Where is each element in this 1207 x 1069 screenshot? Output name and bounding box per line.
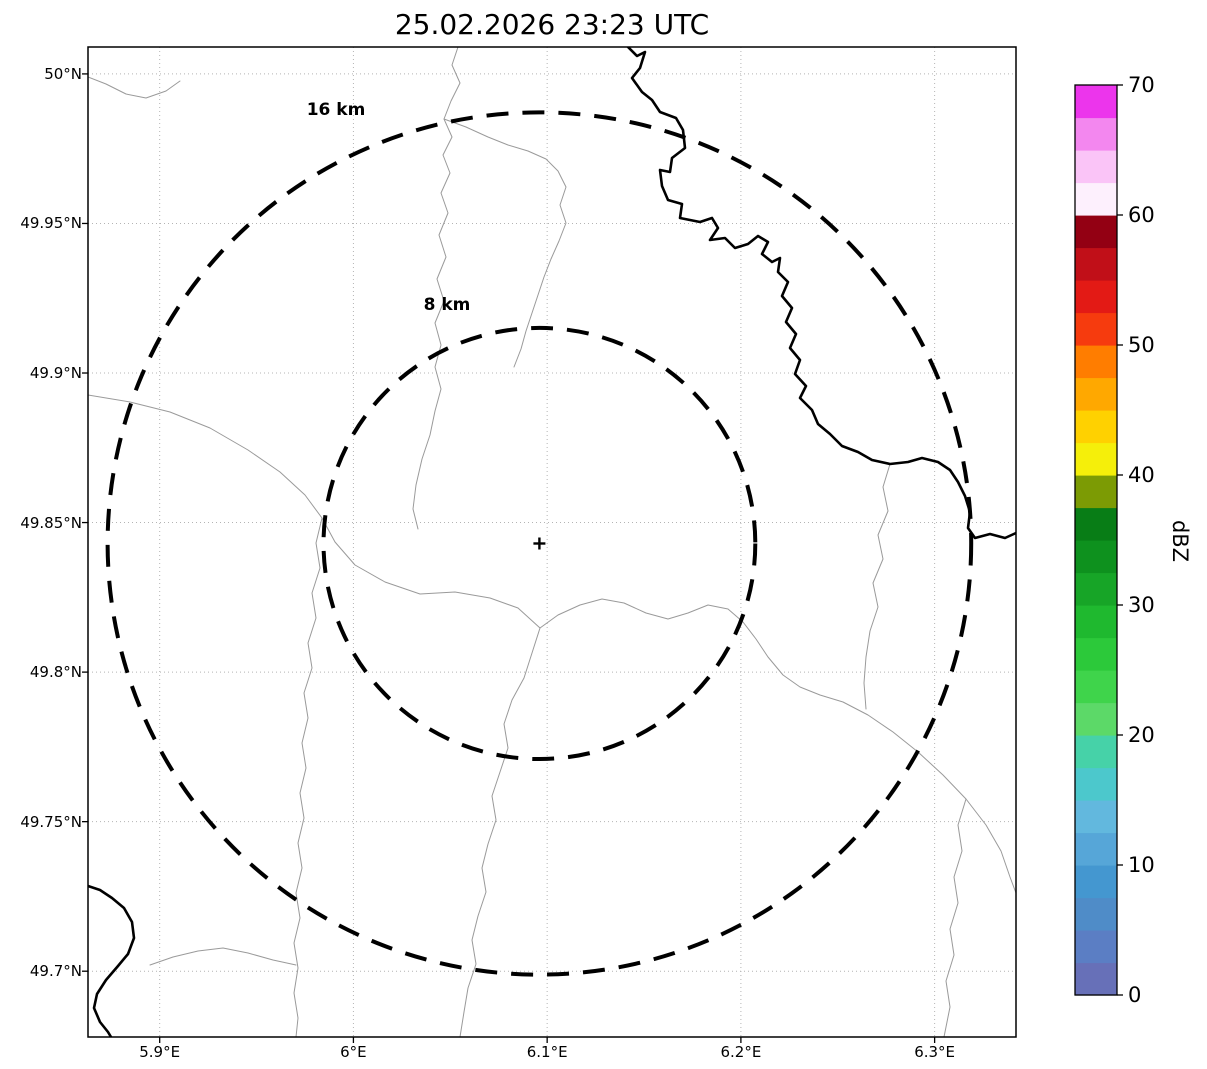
colorbar-segment bbox=[1075, 962, 1117, 996]
admin-boundary-line bbox=[459, 627, 541, 1037]
colorbar-segment bbox=[1075, 377, 1117, 411]
country-border-line bbox=[626, 47, 1016, 540]
admin-boundary-line bbox=[443, 118, 567, 368]
admin-boundary-line bbox=[88, 394, 541, 629]
colorbar bbox=[1074, 84, 1123, 996]
colorbar-segment bbox=[1075, 117, 1117, 151]
colorbar-segment bbox=[1075, 280, 1117, 314]
colorbar-segment bbox=[1075, 572, 1117, 606]
colorbar-segment bbox=[1075, 410, 1117, 444]
map-boundaries-layer bbox=[88, 47, 1016, 1037]
axis-ticks-layer bbox=[82, 73, 936, 1043]
colorbar-segment bbox=[1075, 312, 1117, 346]
admin-boundary-line bbox=[943, 798, 967, 1037]
colorbar-segment bbox=[1075, 540, 1117, 574]
admin-boundary-line bbox=[412, 47, 461, 530]
colorbar-unit-label: dBZ bbox=[1168, 519, 1192, 563]
colorbar-segment bbox=[1075, 605, 1117, 639]
colorbar-segment bbox=[1075, 832, 1117, 866]
colorbar-frame bbox=[1074, 84, 1118, 996]
colorbar-segment bbox=[1075, 735, 1117, 769]
ring-label-8km: 8 km bbox=[423, 295, 471, 315]
colorbar-segment bbox=[1075, 865, 1117, 899]
ring-label-16km: 16 km bbox=[306, 100, 366, 120]
admin-boundary-line bbox=[149, 947, 297, 966]
range-rings-layer bbox=[105, 110, 974, 977]
colorbar-segment bbox=[1075, 800, 1117, 834]
colorbar-segment bbox=[1075, 507, 1117, 541]
colorbar-segment bbox=[1075, 897, 1117, 931]
admin-boundary-line bbox=[88, 76, 181, 99]
plot-frame bbox=[87, 46, 1017, 1038]
colorbar-segment bbox=[1075, 215, 1117, 249]
colorbar-segment bbox=[1075, 345, 1117, 379]
colorbar-segment bbox=[1075, 930, 1117, 964]
admin-boundary-line bbox=[293, 517, 323, 1037]
grid-layer bbox=[88, 47, 1016, 1037]
colorbar-segment bbox=[1075, 702, 1117, 736]
admin-boundary-line bbox=[539, 598, 1016, 894]
colorbar-segment bbox=[1075, 767, 1117, 801]
colorbar-segment bbox=[1075, 442, 1117, 476]
colorbar-segment bbox=[1075, 85, 1117, 119]
country-border-line bbox=[88, 884, 136, 1037]
colorbar-segment bbox=[1075, 247, 1117, 281]
range-ring-16km bbox=[105, 110, 974, 977]
colorbar-segment bbox=[1075, 475, 1117, 509]
colorbar-segment bbox=[1075, 637, 1117, 671]
colorbar-segment bbox=[1075, 182, 1117, 216]
admin-boundary-line bbox=[863, 463, 891, 710]
figure-title: 25.02.2026 23:23 UTC bbox=[394, 8, 710, 41]
colorbar-segment bbox=[1075, 670, 1117, 704]
colorbar-segment bbox=[1075, 150, 1117, 184]
range-ring-8km bbox=[321, 325, 758, 762]
